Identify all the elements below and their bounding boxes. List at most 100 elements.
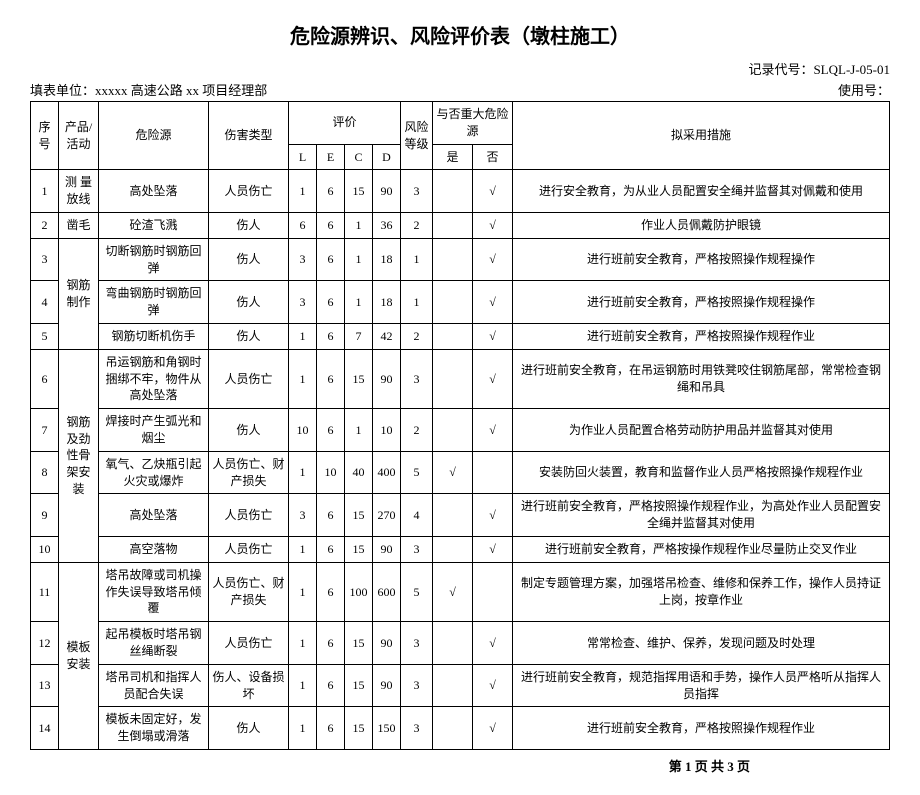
th-measures: 拟采用措施 — [513, 102, 890, 170]
cell-l: 1 — [289, 349, 317, 408]
th-e: E — [317, 144, 345, 170]
cell-level: 3 — [401, 622, 433, 665]
table-row: 4弯曲钢筋时钢筋回弹伤人361181√进行班前安全教育，严格按照操作规程操作 — [31, 281, 890, 324]
cell-e: 6 — [317, 494, 345, 537]
cell-harm: 伤人、设备损坏 — [209, 664, 289, 707]
cell-c: 100 — [345, 562, 373, 621]
cell-level: 1 — [401, 281, 433, 324]
cell-harm: 伤人 — [209, 707, 289, 750]
filler-unit: 填表单位：xxxxx 高速公路 xx 项目经理部 — [30, 80, 267, 99]
cell-c: 1 — [345, 212, 373, 238]
cell-l: 1 — [289, 664, 317, 707]
cell-yes — [433, 664, 473, 707]
cell-hazard: 氧气、乙炔瓶引起火灾或爆炸 — [99, 451, 209, 494]
cell-measures: 常常检查、维护、保养，发现问题及时处理 — [513, 622, 890, 665]
cell-no: √ — [473, 707, 513, 750]
cell-hazard: 塔吊司机和指挥人员配合失误 — [99, 664, 209, 707]
cell-c: 15 — [345, 622, 373, 665]
cell-d: 90 — [373, 536, 401, 562]
cell-no: √ — [473, 409, 513, 452]
cell-harm: 人员伤亡、财产损失 — [209, 451, 289, 494]
cell-e: 6 — [317, 536, 345, 562]
cell-hazard: 高处坠落 — [99, 170, 209, 213]
cell-level: 5 — [401, 451, 433, 494]
table-row: 10高空落物人员伤亡1615903√进行班前安全教育，严格按操作规程作业尽量防止… — [31, 536, 890, 562]
table-row: 9高处坠落人员伤亡36152704√进行班前安全教育，严格按照操作规程作业，为高… — [31, 494, 890, 537]
cell-harm: 人员伤亡 — [209, 349, 289, 408]
table-row: 1测 量放线高处坠落人员伤亡1615903√进行安全教育，为从业人员配置安全绳并… — [31, 170, 890, 213]
cell-seq: 8 — [31, 451, 59, 494]
cell-harm: 伤人 — [209, 212, 289, 238]
cell-c: 1 — [345, 409, 373, 452]
cell-c: 40 — [345, 451, 373, 494]
table-head: 序号 产品/活动 危险源 伤害类型 评价 风险等级 与否重大危险源 拟采用措施 … — [31, 102, 890, 170]
cell-e: 6 — [317, 622, 345, 665]
meta-row-1: 记录代号：SLQL-J-05-01 — [30, 59, 890, 78]
cell-e: 6 — [317, 281, 345, 324]
th-d: D — [373, 144, 401, 170]
cell-yes: √ — [433, 562, 473, 621]
cell-d: 400 — [373, 451, 401, 494]
cell-yes — [433, 409, 473, 452]
th-l: L — [289, 144, 317, 170]
cell-no: √ — [473, 494, 513, 537]
record-code-value: SLQL-J-05-01 — [813, 62, 890, 77]
cell-e: 10 — [317, 451, 345, 494]
cell-seq: 11 — [31, 562, 59, 621]
cell-d: 18 — [373, 238, 401, 281]
cell-hazard: 高空落物 — [99, 536, 209, 562]
cell-level: 3 — [401, 664, 433, 707]
cell-harm: 伤人 — [209, 238, 289, 281]
cell-d: 600 — [373, 562, 401, 621]
cell-yes — [433, 536, 473, 562]
record-label: 记录代号： — [748, 62, 813, 77]
cell-hazard: 塔吊故障或司机操作失误导致塔吊倾覆 — [99, 562, 209, 621]
cell-seq: 9 — [31, 494, 59, 537]
cell-measures: 制定专题管理方案，加强塔吊检查、维修和保养工作，操作人员持证上岗，按章作业 — [513, 562, 890, 621]
table-row: 11模板安装塔吊故障或司机操作失误导致塔吊倾覆人员伤亡、财产损失16100600… — [31, 562, 890, 621]
cell-e: 6 — [317, 349, 345, 408]
filler-unit-value: xxxxx 高速公路 xx 项目经理部 — [95, 83, 267, 98]
cell-measures: 安装防回火装置，教育和监督作业人员严格按照操作规程作业 — [513, 451, 890, 494]
cell-e: 6 — [317, 409, 345, 452]
cell-l: 3 — [289, 281, 317, 324]
th-seq: 序号 — [31, 102, 59, 170]
cell-yes — [433, 170, 473, 213]
cell-measures: 作业人员佩戴防护眼镜 — [513, 212, 890, 238]
cell-l: 1 — [289, 707, 317, 750]
cell-c: 15 — [345, 349, 373, 408]
cell-seq: 13 — [31, 664, 59, 707]
cell-activity: 模板安装 — [59, 562, 99, 749]
meta-row-2: 填表单位：xxxxx 高速公路 xx 项目经理部 使用号： — [30, 80, 890, 99]
page-footer: 第 1 页 共 3 页 — [30, 756, 890, 775]
cell-d: 90 — [373, 170, 401, 213]
cell-level: 3 — [401, 536, 433, 562]
cell-c: 1 — [345, 281, 373, 324]
cell-level: 2 — [401, 323, 433, 349]
cell-l: 3 — [289, 494, 317, 537]
cell-yes — [433, 349, 473, 408]
cell-c: 15 — [345, 664, 373, 707]
cell-activity: 凿毛 — [59, 212, 99, 238]
cell-measures: 进行班前安全教育，严格按照操作规程操作 — [513, 238, 890, 281]
cell-d: 90 — [373, 349, 401, 408]
cell-level: 5 — [401, 562, 433, 621]
table-row: 5钢筋切断机伤手伤人167422√进行班前安全教育，严格按照操作规程作业 — [31, 323, 890, 349]
cell-e: 6 — [317, 707, 345, 750]
cell-l: 1 — [289, 451, 317, 494]
cell-d: 90 — [373, 622, 401, 665]
cell-hazard: 焊接时产生弧光和烟尘 — [99, 409, 209, 452]
cell-measures: 进行班前安全教育，严格按操作规程作业尽量防止交叉作业 — [513, 536, 890, 562]
table-row: 14模板未固定好，发生倒塌或滑落伤人16151503√进行班前安全教育，严格按照… — [31, 707, 890, 750]
cell-c: 15 — [345, 536, 373, 562]
cell-level: 2 — [401, 212, 433, 238]
cell-hazard: 弯曲钢筋时钢筋回弹 — [99, 281, 209, 324]
cell-hazard: 起吊模板时塔吊钢丝绳断裂 — [99, 622, 209, 665]
cell-measures: 进行班前安全教育，规范指挥用语和手势，操作人员严格听从指挥人员指挥 — [513, 664, 890, 707]
cell-l: 10 — [289, 409, 317, 452]
cell-d: 36 — [373, 212, 401, 238]
cell-seq: 12 — [31, 622, 59, 665]
cell-seq: 5 — [31, 323, 59, 349]
cell-no: √ — [473, 238, 513, 281]
cell-yes — [433, 281, 473, 324]
